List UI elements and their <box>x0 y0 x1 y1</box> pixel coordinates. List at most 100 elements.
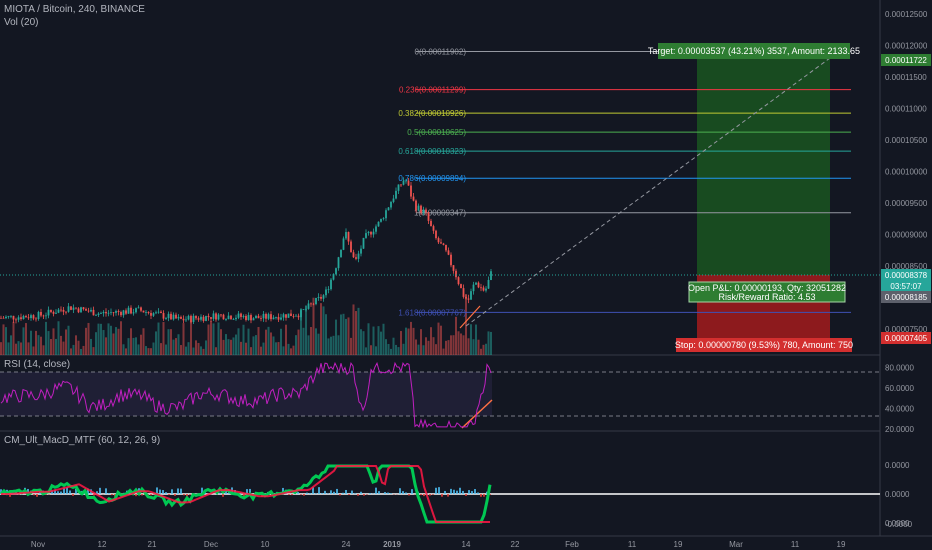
axes[interactable]: 0.00012500 0.00012000 0.00011500 0.00011000… <box>31 10 928 549</box>
volume-bar <box>42 345 45 355</box>
candle-body <box>467 298 470 300</box>
target-label-box[interactable] <box>658 43 850 59</box>
candle-body <box>265 313 267 319</box>
price-axis-tick-0: 0.00012500 <box>885 10 928 19</box>
candle-body <box>97 313 100 315</box>
volume-bar <box>190 321 192 355</box>
candle-body <box>115 311 117 313</box>
candle-body <box>117 311 120 312</box>
candle-body <box>377 221 380 227</box>
macd-axis-tick-0: 0.0000 <box>885 461 910 470</box>
macd-histogram-bar <box>324 490 326 494</box>
candle-body <box>160 311 162 313</box>
macd-histogram-bar <box>162 490 164 494</box>
macd-histogram-bar <box>201 487 203 494</box>
volume-bar <box>72 344 75 355</box>
candle-body <box>460 284 462 289</box>
volume-bar <box>185 346 187 355</box>
macd-histogram-bar <box>108 493 110 494</box>
volume-bar <box>50 338 52 355</box>
symbol-title[interactable]: MIOTA / Bitcoin, 240, BINANCE <box>4 4 145 15</box>
candle-body <box>100 313 102 314</box>
macd-histogram-bar <box>225 490 227 494</box>
price-axis-tick-1: 0.00012000 <box>885 41 928 50</box>
candle-body <box>240 313 242 317</box>
volume-bar <box>97 323 100 355</box>
macd-histogram-bar <box>114 494 116 497</box>
candle-body <box>112 312 115 314</box>
stop-price-tag-text: 0.00007405 <box>885 334 928 343</box>
macd-histogram-bar <box>321 493 323 494</box>
candle-body <box>430 220 432 227</box>
candle-body <box>142 310 145 313</box>
volume-bar <box>27 342 30 355</box>
candle-body <box>55 312 57 314</box>
stop-label-box[interactable] <box>676 338 852 352</box>
divergence-trendline[interactable] <box>459 305 481 329</box>
target-price-tag <box>881 54 931 66</box>
candle-body <box>167 313 170 319</box>
fib-level-label-7: 1.618(0.00007767) <box>398 308 466 317</box>
candle-body <box>70 306 72 310</box>
macd-label[interactable]: CM_Ult_MacD_MTF (60, 12, 26, 9) <box>4 435 161 446</box>
candle-body <box>37 312 40 320</box>
volume-bar <box>475 324 477 355</box>
candle-body <box>150 313 152 316</box>
candle-body <box>85 309 87 311</box>
macd-axis-tick-1: 0.0000 <box>885 490 910 499</box>
volume-bar <box>252 336 255 355</box>
macd-histogram-bar <box>219 492 221 494</box>
candle-body <box>490 271 492 280</box>
candle-body <box>180 316 182 319</box>
candle-body <box>7 316 10 317</box>
rsi-label[interactable]: RSI (14, close) <box>4 359 71 370</box>
volume-label[interactable]: Vol (20) <box>4 17 39 28</box>
volume-bar <box>485 343 487 355</box>
profit-zone[interactable] <box>697 48 830 275</box>
volume-bar <box>250 347 252 355</box>
macd-histogram-bar <box>309 493 311 494</box>
volume-bar <box>95 332 97 355</box>
candle-body <box>252 318 255 321</box>
macd-histogram-bar <box>318 487 320 494</box>
volume-bar <box>20 342 22 355</box>
candle-body <box>185 319 187 321</box>
macd-histogram-bar <box>306 492 308 494</box>
macd-histogram-bar <box>96 491 98 494</box>
candle-body <box>327 289 330 290</box>
macd-histogram-bar <box>411 489 413 494</box>
fibonacci-retracement[interactable]: 0(0.00011902) 0.236(0.00011299) 0.382(0.00… <box>398 48 851 318</box>
macd-histogram-bar <box>291 494 293 496</box>
candle-body <box>227 315 230 320</box>
trade-path-line[interactable] <box>465 57 831 327</box>
candle-body <box>345 232 347 239</box>
candle-body <box>222 314 225 320</box>
volume-bar <box>450 335 452 355</box>
candle-body <box>290 313 292 317</box>
macd-histogram-bar <box>465 494 467 496</box>
volume-bar <box>227 339 230 355</box>
candle-body <box>22 316 25 320</box>
volume-bar <box>387 343 390 355</box>
macd-histogram-bar <box>249 488 251 494</box>
candle-body <box>330 279 332 290</box>
price-axis-tick-9: 0.00007500 <box>885 325 928 334</box>
volume-bar <box>285 324 287 355</box>
pnl-box[interactable] <box>688 281 846 303</box>
rsi-axis-tick-1: 60.0000 <box>885 384 914 393</box>
volume-bar <box>192 347 195 355</box>
volume-bar <box>10 335 12 355</box>
volume-bar <box>237 328 240 355</box>
candle-body <box>105 311 107 314</box>
candle-body <box>305 308 307 310</box>
target-price-tag-text: 0.00011722 <box>885 56 927 65</box>
volume-bar <box>147 348 150 355</box>
rsi-divergence-trendline[interactable] <box>461 399 493 429</box>
volume-bar <box>22 327 25 355</box>
candle-body <box>325 289 327 296</box>
macd-histogram-bar <box>423 494 425 497</box>
macd-histogram-bar <box>441 494 443 497</box>
candle-body <box>25 316 27 318</box>
candle-body <box>30 315 32 319</box>
